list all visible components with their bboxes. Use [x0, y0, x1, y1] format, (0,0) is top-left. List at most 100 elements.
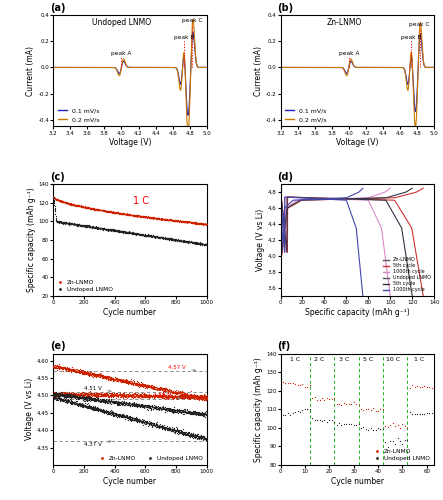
Point	[54, 196, 62, 204]
Point	[87, 369, 94, 377]
Point	[149, 402, 156, 409]
Point	[78, 370, 85, 378]
Point	[132, 230, 139, 237]
Point	[70, 220, 77, 228]
Point	[59, 396, 66, 404]
Point	[113, 392, 120, 400]
Point	[79, 394, 86, 402]
Point	[170, 236, 177, 244]
Point	[202, 434, 210, 442]
Point	[87, 394, 94, 402]
Point	[107, 408, 114, 416]
Point	[60, 392, 67, 400]
Point	[166, 393, 173, 401]
Point	[162, 394, 169, 402]
Point	[155, 393, 162, 401]
Point	[160, 390, 167, 398]
Point	[181, 431, 188, 439]
Point	[96, 372, 103, 380]
Point	[200, 393, 207, 401]
Point	[148, 420, 155, 428]
Point	[198, 240, 205, 248]
Point	[199, 393, 206, 401]
Point	[97, 406, 104, 414]
Point	[165, 234, 172, 242]
Point	[134, 401, 141, 409]
Point	[50, 390, 57, 398]
Point	[180, 392, 187, 400]
Point	[142, 213, 149, 221]
Point	[161, 234, 168, 242]
Point	[63, 390, 70, 398]
Point	[291, 408, 299, 416]
Point	[141, 418, 148, 426]
Point	[98, 224, 105, 232]
Point	[200, 240, 207, 248]
Point	[116, 209, 123, 217]
Point	[176, 430, 183, 438]
Point	[118, 228, 125, 236]
Point	[194, 220, 201, 228]
Point	[180, 216, 187, 224]
Point	[53, 388, 60, 396]
Point	[120, 390, 128, 398]
Point	[54, 393, 62, 401]
Point	[176, 408, 183, 416]
Point	[61, 396, 68, 404]
Point	[149, 402, 156, 410]
Point	[167, 386, 174, 394]
Point	[78, 394, 85, 402]
Point	[130, 212, 137, 220]
Point	[127, 229, 134, 237]
Point	[132, 417, 140, 425]
Point	[99, 406, 106, 413]
Point	[134, 379, 141, 387]
Point	[60, 364, 67, 372]
Point	[147, 214, 154, 222]
Point	[76, 402, 83, 409]
Point	[92, 396, 99, 404]
Point	[150, 232, 157, 240]
Point	[97, 390, 105, 398]
Point	[192, 394, 199, 402]
Point	[53, 362, 60, 370]
Point	[150, 214, 157, 222]
Point	[178, 218, 185, 226]
Point	[95, 397, 102, 405]
Point	[149, 393, 156, 401]
Point	[165, 216, 172, 224]
Point	[97, 370, 105, 378]
Point	[60, 218, 67, 226]
Point	[135, 230, 142, 238]
Point	[160, 384, 167, 392]
Point	[145, 232, 152, 240]
Point	[129, 211, 136, 219]
Point	[182, 408, 189, 416]
Point	[50, 194, 57, 202]
Point	[109, 408, 116, 416]
Point	[73, 392, 80, 400]
Point	[155, 402, 162, 410]
Point	[138, 231, 145, 239]
Point	[74, 390, 81, 398]
Point	[114, 376, 121, 384]
Point	[168, 426, 175, 434]
Point	[91, 205, 98, 213]
Point	[130, 229, 137, 237]
Point	[122, 210, 129, 218]
Point	[133, 230, 140, 238]
Point	[51, 194, 58, 202]
Point	[123, 209, 130, 217]
Point	[65, 396, 72, 404]
Point	[95, 371, 102, 379]
Point	[96, 406, 103, 414]
Point	[187, 430, 194, 438]
Point	[149, 214, 156, 222]
Point	[117, 400, 124, 407]
Point	[88, 392, 95, 400]
Point	[125, 378, 132, 386]
Point	[94, 224, 101, 232]
Point	[369, 426, 377, 434]
Point	[155, 384, 162, 392]
Point	[69, 390, 76, 398]
